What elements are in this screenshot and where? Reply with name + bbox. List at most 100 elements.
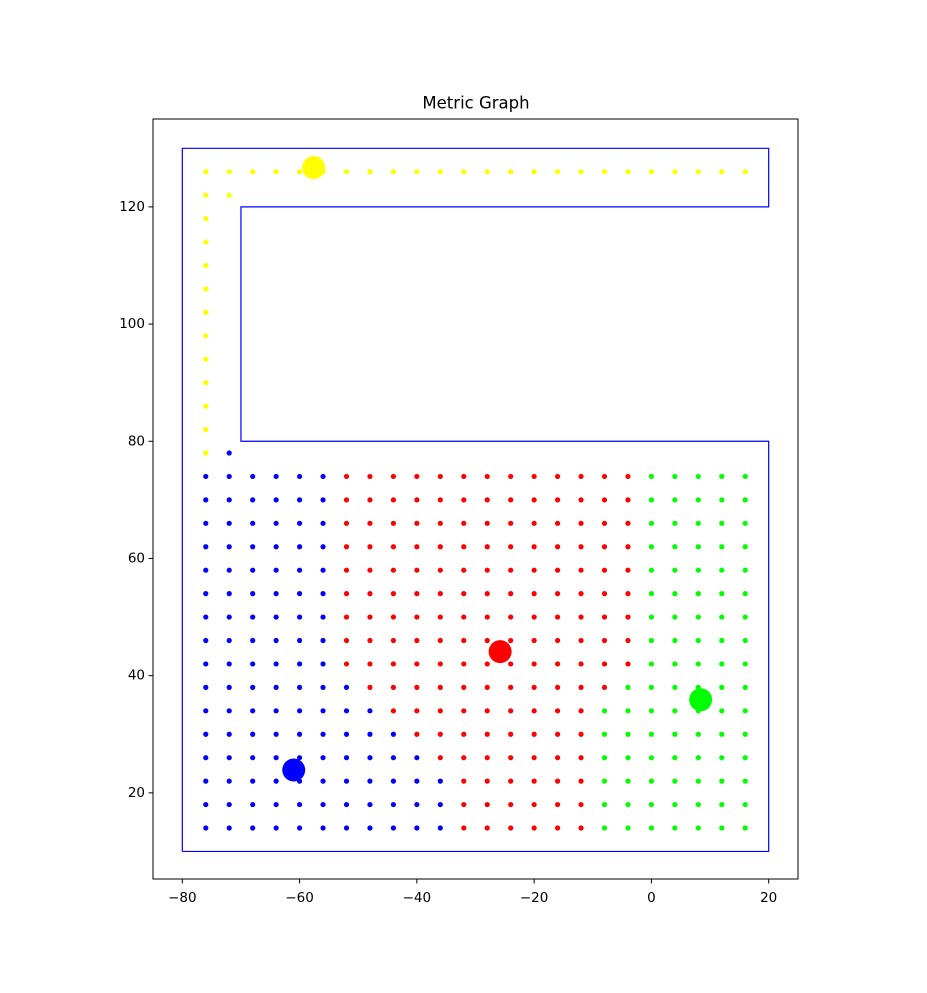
- point: [601, 778, 608, 784]
- point: [296, 614, 303, 620]
- x-tick-label: −80: [168, 890, 197, 906]
- point: [203, 262, 209, 269]
- point: [625, 661, 631, 667]
- point: [719, 755, 725, 761]
- point: [531, 614, 537, 620]
- point: [672, 567, 678, 573]
- point: [508, 614, 514, 620]
- point: [625, 778, 631, 784]
- point: [437, 825, 443, 831]
- point: [203, 497, 209, 503]
- point: [484, 567, 490, 573]
- point: [296, 661, 303, 667]
- point: [437, 731, 443, 737]
- point: [203, 450, 209, 456]
- point: [343, 473, 350, 480]
- point: [719, 708, 725, 714]
- point: [601, 169, 608, 175]
- point: [508, 801, 514, 808]
- point: [390, 708, 397, 714]
- point: [578, 169, 584, 175]
- point: [508, 520, 514, 526]
- point: [367, 825, 373, 831]
- point: [531, 497, 537, 503]
- point: [320, 708, 326, 714]
- point: [578, 825, 584, 831]
- point: [273, 520, 279, 526]
- point: [601, 497, 608, 503]
- point: [461, 801, 467, 808]
- point: [695, 614, 701, 620]
- point: [367, 684, 373, 690]
- point: [672, 637, 678, 644]
- point: [461, 825, 467, 831]
- point: [343, 801, 350, 808]
- point: [250, 614, 256, 620]
- point: [226, 731, 232, 737]
- point: [226, 825, 232, 831]
- point: [461, 473, 467, 480]
- point: [273, 614, 279, 620]
- point: [273, 801, 279, 808]
- point: [320, 614, 326, 620]
- point: [554, 497, 561, 503]
- point: [508, 661, 514, 667]
- point: [226, 591, 232, 597]
- point: [672, 684, 678, 690]
- point: [648, 825, 655, 831]
- point: [203, 239, 209, 245]
- point: [672, 731, 678, 737]
- point: [695, 473, 701, 480]
- point: [414, 778, 420, 784]
- point: [390, 614, 397, 620]
- point: [672, 661, 678, 667]
- point: [719, 731, 725, 737]
- point: [601, 591, 608, 597]
- point: [695, 801, 701, 808]
- point: [508, 169, 514, 175]
- point: [648, 473, 655, 480]
- point: [695, 544, 701, 550]
- point: [414, 520, 420, 526]
- point: [531, 169, 537, 175]
- point: [343, 544, 350, 550]
- point: [719, 801, 725, 808]
- centroid: [282, 758, 306, 782]
- point: [226, 497, 232, 503]
- centroid: [488, 640, 512, 664]
- point: [226, 614, 232, 620]
- point: [554, 637, 561, 644]
- point: [578, 520, 584, 526]
- point: [531, 801, 537, 808]
- y-tick-label: 60: [128, 550, 145, 566]
- point: [601, 684, 608, 690]
- point: [250, 755, 256, 761]
- point: [695, 755, 701, 761]
- point: [437, 755, 443, 761]
- point: [695, 661, 701, 667]
- point: [695, 731, 701, 737]
- point: [390, 755, 397, 761]
- point: [719, 591, 725, 597]
- point: [320, 544, 326, 550]
- point: [273, 567, 279, 573]
- x-tick-label: 20: [760, 890, 777, 906]
- point: [296, 708, 303, 714]
- point: [484, 473, 490, 480]
- point: [719, 661, 725, 667]
- point: [414, 684, 420, 690]
- point: [601, 544, 608, 550]
- point: [437, 778, 443, 784]
- point: [273, 825, 279, 831]
- point: [250, 520, 256, 526]
- point: [625, 614, 631, 620]
- plot-frame: [152, 118, 799, 880]
- point: [437, 473, 443, 480]
- point: [742, 520, 748, 526]
- point: [554, 473, 561, 480]
- point: [250, 684, 256, 690]
- point: [578, 544, 584, 550]
- point: [578, 708, 584, 714]
- point: [578, 637, 584, 644]
- point: [742, 637, 748, 644]
